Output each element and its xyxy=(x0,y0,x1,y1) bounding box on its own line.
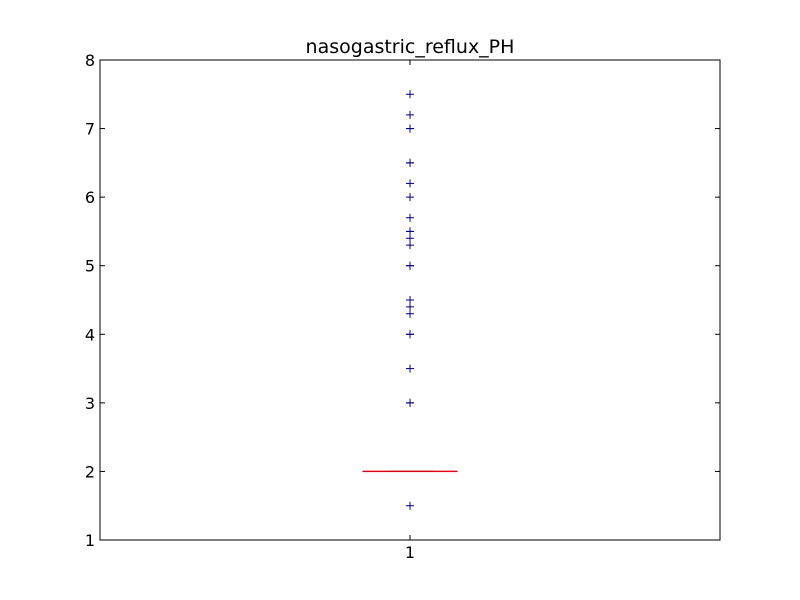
outlier-point xyxy=(406,398,414,407)
outlier-point xyxy=(406,110,414,119)
axis-ticks xyxy=(100,59,720,541)
y-tick-label: 7 xyxy=(85,120,95,139)
y-tick-label: 5 xyxy=(85,257,95,276)
y-tick-label: 3 xyxy=(85,394,95,413)
outlier-point xyxy=(406,241,414,250)
outlier-point xyxy=(406,213,414,222)
tick-labels: 1 2 3 4 5 6 7 8 1 xyxy=(85,51,415,562)
y-tick-label: 4 xyxy=(85,325,95,344)
y-tick-label: 8 xyxy=(85,51,95,70)
outlier-point xyxy=(406,227,414,236)
y-tick-label: 1 xyxy=(85,531,95,550)
outlier-point xyxy=(406,158,414,167)
chart-title: nasogastric_reflux_PH xyxy=(306,36,515,58)
outlier-point xyxy=(406,501,414,510)
y-tick-label: 6 xyxy=(85,188,95,207)
outlier-point xyxy=(406,364,414,373)
outlier-point xyxy=(406,261,414,270)
outlier-point xyxy=(406,90,414,99)
outlier-point xyxy=(406,124,414,133)
y-tick-label: 2 xyxy=(85,462,95,481)
x-tick-label: 1 xyxy=(405,543,415,562)
plot-area xyxy=(362,90,458,510)
outlier-point xyxy=(406,330,414,339)
outlier-point xyxy=(406,193,414,202)
outlier-point xyxy=(406,309,414,318)
outlier-point xyxy=(406,296,414,304)
outlier-point xyxy=(406,302,414,311)
outlier-point xyxy=(406,179,414,188)
outlier-point xyxy=(406,234,414,243)
